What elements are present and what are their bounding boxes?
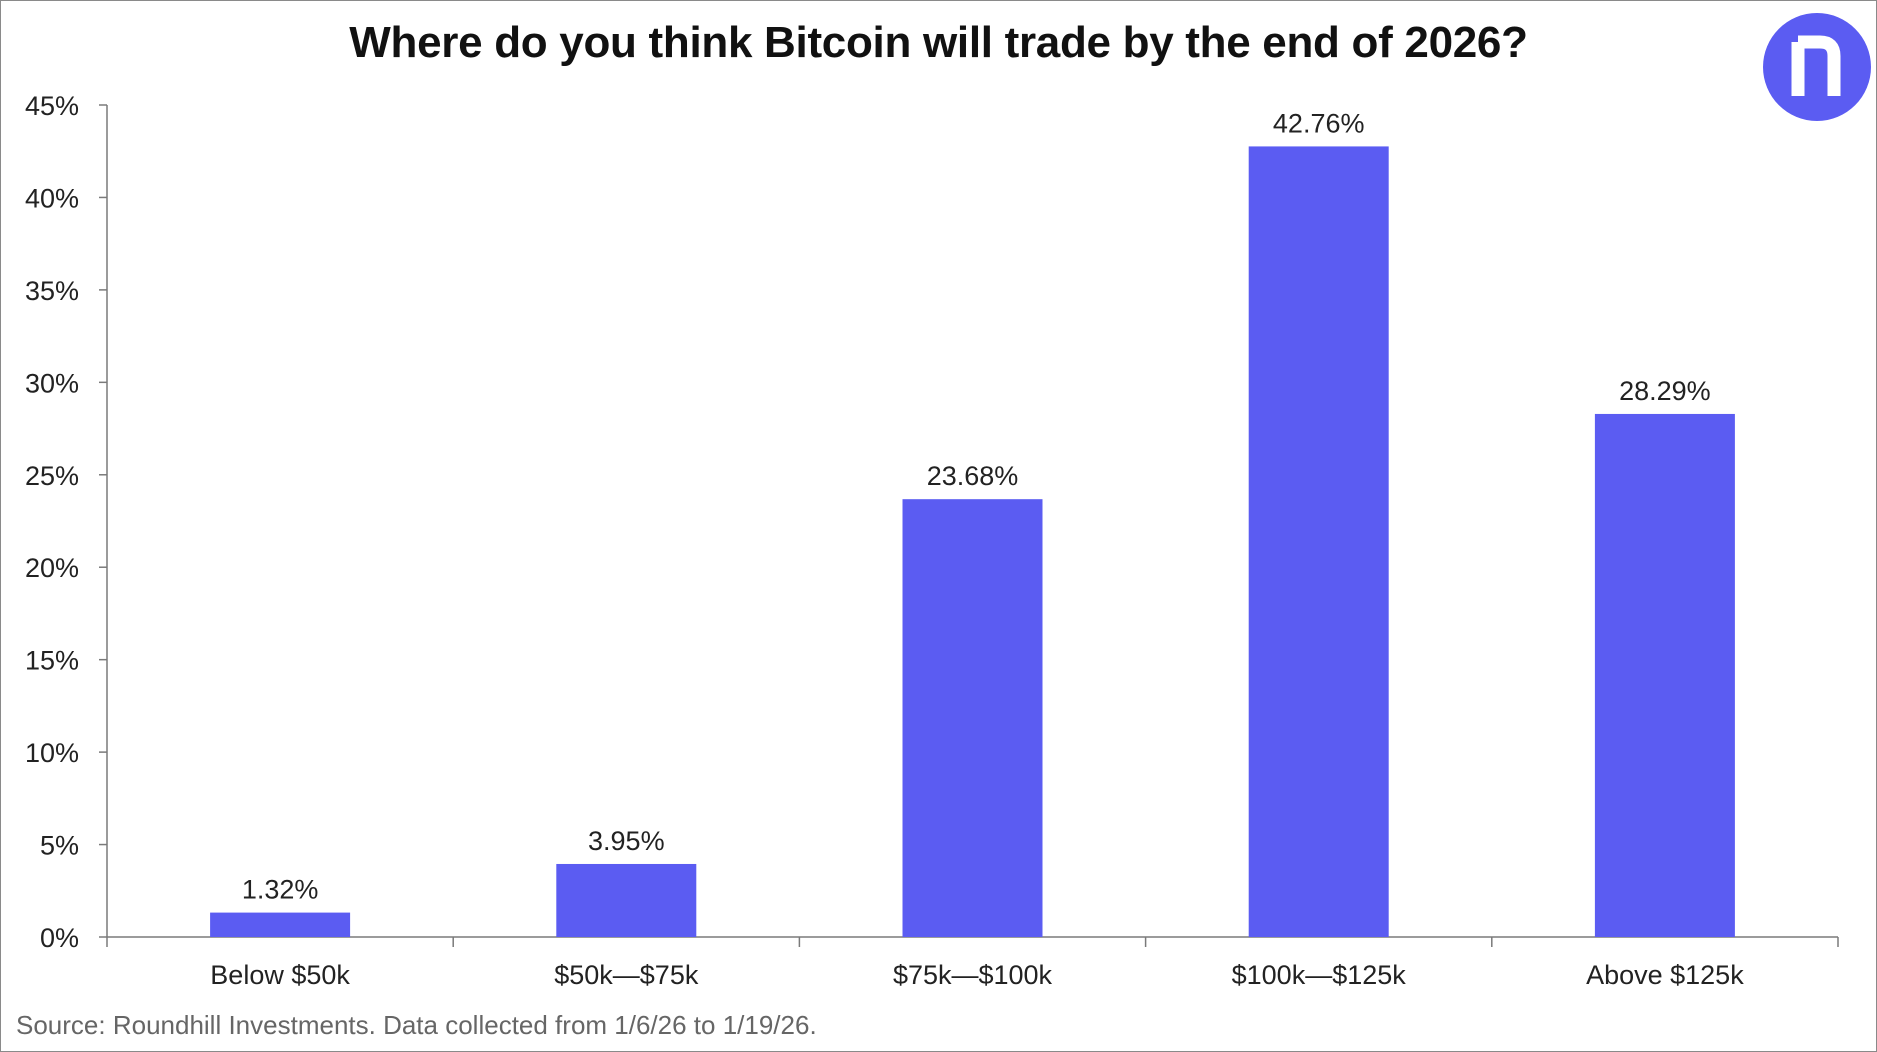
logo-circle [1763,13,1871,121]
bar [210,912,351,937]
bar [1248,146,1389,938]
data-label: 1.32% [242,875,319,905]
y-tick-label: 0% [40,923,79,953]
x-tick-label: $75k—$100k [893,960,1053,990]
data-label: 3.95% [588,826,665,856]
data-label: 28.29% [1619,376,1711,406]
chart-title: Where do you think Bitcoin will trade by… [349,18,1528,67]
y-tick-label: 30% [25,368,79,398]
logo-letter [1791,35,1841,96]
bar [902,499,1043,937]
y-tick-label: 45% [25,91,79,121]
data-label: 23.68% [927,461,1019,491]
data-label: 42.76% [1273,108,1365,138]
x-tick-label: $100k—$125k [1232,960,1407,990]
y-tick-label: 5% [40,831,79,861]
y-tick-label: 35% [25,276,79,306]
y-tick-label: 10% [25,738,79,768]
roundhill-logo-icon [1763,13,1871,121]
x-tick-label: Below $50k [210,960,350,990]
y-tick-label: 15% [25,646,79,676]
bar [556,863,697,937]
y-tick-label: 20% [25,553,79,583]
x-tick-label: $50k—$75k [554,960,699,990]
source-note: Source: Roundhill Investments. Data coll… [16,1010,817,1040]
y-tick-label: 40% [25,183,79,213]
bar [1594,413,1735,937]
y-tick-label: 25% [25,461,79,491]
x-tick-label: Above $125k [1586,960,1744,990]
